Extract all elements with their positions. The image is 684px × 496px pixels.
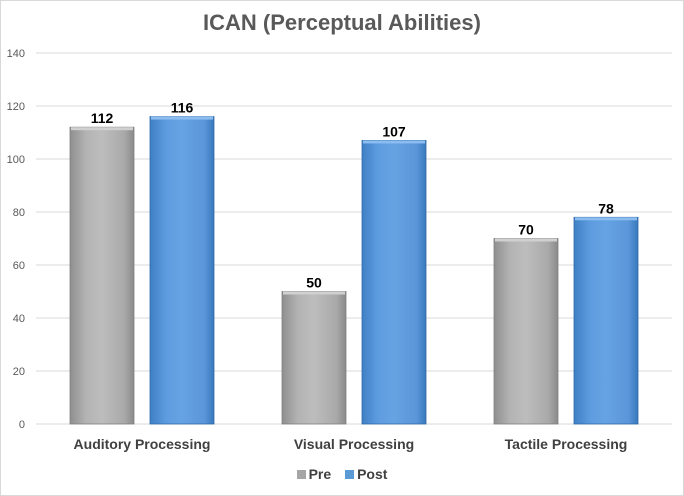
bars <box>69 116 639 425</box>
legend-item-pre[interactable]: Pre <box>296 466 332 482</box>
legend: Pre Post <box>0 466 684 482</box>
y-tick-label: 20 <box>13 366 25 378</box>
data-label: 112 <box>91 110 114 126</box>
bar-post-3[interactable] <box>573 216 639 425</box>
y-tick-label: 40 <box>13 313 25 325</box>
bar-pre-2[interactable] <box>281 291 347 425</box>
bar-top-highlight <box>71 127 133 131</box>
y-tick-label: 100 <box>7 154 25 166</box>
x-category-label: Tactile Processing <box>505 436 628 452</box>
legend-swatch-post <box>345 470 355 479</box>
data-label: 70 <box>518 222 534 238</box>
legend-label-post: Post <box>357 466 388 482</box>
x-category-label: Visual Processing <box>294 436 414 452</box>
y-tick-label: 140 <box>7 48 25 60</box>
y-tick-label: 80 <box>13 207 25 219</box>
y-axis-tick-labels: 0 20 40 60 80 100 120 140 <box>7 48 25 431</box>
bar-pre-3[interactable] <box>493 238 559 425</box>
data-label: 50 <box>306 275 322 291</box>
chart-title: ICAN (Perceptual Abilities) <box>203 10 481 35</box>
x-category-label: Auditory Processing <box>74 436 211 452</box>
bar-top-highlight <box>363 140 425 144</box>
data-labels: 112 116 50 107 70 78 <box>91 100 614 291</box>
data-label: 116 <box>171 100 194 116</box>
legend-item-post[interactable]: Post <box>345 466 387 482</box>
legend-label-pre: Pre <box>308 466 332 482</box>
bar-post-2[interactable] <box>361 140 427 425</box>
y-tick-label: 0 <box>19 419 25 431</box>
legend-swatch-pre <box>296 470 306 479</box>
y-tick-label: 120 <box>7 101 25 113</box>
bar-pre-1[interactable] <box>69 126 135 425</box>
bar-top-highlight <box>151 116 213 120</box>
y-tick-label: 60 <box>13 260 25 272</box>
gridlines <box>36 52 672 425</box>
data-label: 78 <box>598 200 614 216</box>
bar-top-highlight <box>495 238 557 242</box>
bar-post-1[interactable] <box>149 116 215 425</box>
data-label: 107 <box>382 123 406 139</box>
bar-top-highlight <box>575 217 637 221</box>
bar-top-highlight <box>283 291 345 295</box>
x-axis-category-labels: Auditory Processing Visual Processing Tact… <box>74 436 628 452</box>
